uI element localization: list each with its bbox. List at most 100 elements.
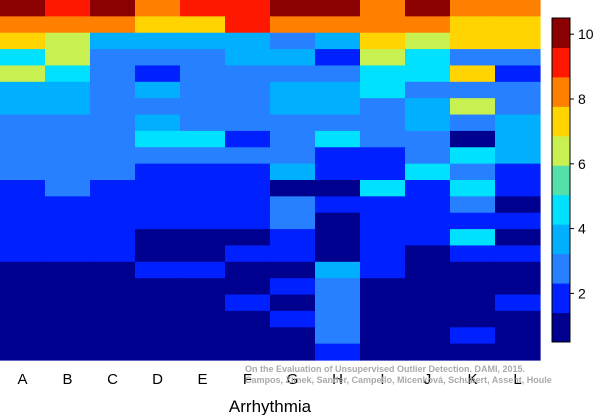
x-tick-label: H [332, 371, 343, 388]
heatmap-cell [270, 310, 316, 328]
colorbar-tick-label: 10 [578, 26, 594, 42]
heatmap-cell [270, 49, 316, 67]
heatmap-cell [0, 212, 46, 230]
heatmap-cell [360, 16, 406, 34]
heatmap-cell [225, 65, 271, 83]
heatmap-cell [450, 0, 496, 17]
heatmap-cell [450, 196, 496, 214]
heatmap-cell [0, 130, 46, 148]
heatmap-cell [315, 114, 361, 132]
heatmap-cell [315, 65, 361, 83]
colorbar-segment [552, 47, 570, 78]
heatmap-cell [405, 343, 451, 361]
x-tick-label: A [17, 371, 27, 388]
heatmap-cell [0, 196, 46, 214]
heatmap-cell [225, 147, 271, 165]
heatmap-cell [360, 114, 406, 132]
heatmap-cell [405, 0, 451, 17]
heatmap-cell [45, 98, 91, 116]
citation-line-1: On the Evaluation of Unsupervised Outlie… [245, 364, 525, 374]
heatmap-cell [360, 49, 406, 67]
heatmap-cell [225, 32, 271, 50]
heatmap-cell [135, 294, 181, 312]
heatmap-cell [225, 343, 271, 361]
heatmap-cell [225, 163, 271, 181]
heatmap-cell [360, 278, 406, 296]
heatmap-cell [360, 98, 406, 116]
heatmap-cell [315, 32, 361, 50]
heatmap-cell [360, 245, 406, 263]
heatmap-cell [45, 81, 91, 99]
heatmap-cell [0, 114, 46, 132]
heatmap-cell [0, 0, 46, 17]
heatmap-cell [0, 65, 46, 83]
heatmap-cell [135, 196, 181, 214]
heatmap-cell [270, 212, 316, 230]
heatmap-cell [315, 327, 361, 345]
heatmap-cell [495, 130, 541, 148]
heatmap-cell [360, 32, 406, 50]
heatmap-cell [45, 32, 91, 50]
heatmap-cell [90, 212, 136, 230]
x-tick-label: C [107, 371, 118, 388]
heatmap-cell [405, 294, 451, 312]
heatmap-cell [405, 278, 451, 296]
x-tick-labels: A B C D E F G H I J K L [17, 371, 521, 388]
heatmap-cell [0, 32, 46, 50]
heatmap-cell [360, 294, 406, 312]
heatmap-cell [270, 196, 316, 214]
heatmap-cell [180, 81, 226, 99]
heatmap-cell [360, 180, 406, 197]
x-tick-label: F [243, 371, 252, 388]
heatmap-cell [450, 163, 496, 181]
heatmap-cell [180, 343, 226, 361]
heatmap-cell [270, 294, 316, 312]
heatmap-cell [315, 0, 361, 17]
heatmap-cell [180, 245, 226, 263]
heatmap-cell [135, 278, 181, 296]
heatmap-cell [315, 130, 361, 148]
heatmap-cell [495, 147, 541, 165]
colorbar-segment [552, 18, 570, 48]
heatmap-cell [495, 343, 541, 361]
heatmap-cell [270, 81, 316, 99]
heatmap-cell [270, 327, 316, 345]
heatmap-cell [0, 163, 46, 181]
colorbar-segment [552, 312, 570, 343]
heatmap-cell [450, 147, 496, 165]
heatmap-cell [225, 130, 271, 148]
x-tick-label: G [287, 371, 299, 388]
heatmap-cell [450, 98, 496, 116]
heatmap-cell [360, 343, 406, 361]
heatmap-cell [495, 0, 541, 17]
heatmap-cell [405, 81, 451, 99]
heatmap-cell [405, 212, 451, 230]
heatmap-cell [360, 147, 406, 165]
heatmap-cell [90, 245, 136, 263]
heatmap-cell [360, 81, 406, 99]
heatmap-cell [180, 98, 226, 116]
heatmap-cell [450, 49, 496, 67]
heatmap-cell [180, 196, 226, 214]
heatmap-cell [495, 245, 541, 263]
heatmap-cell [315, 163, 361, 181]
heatmap-cell [180, 114, 226, 132]
heatmap-cell [495, 261, 541, 279]
heatmap-cell [405, 32, 451, 50]
heatmap-cell [0, 261, 46, 279]
heatmap-cell [135, 163, 181, 181]
heatmap-cell [90, 327, 136, 345]
heatmap-cell [225, 261, 271, 279]
heatmap-cell [405, 163, 451, 181]
heatmap-cell [315, 180, 361, 197]
heatmap-cell [360, 0, 406, 17]
heatmap-cell [450, 130, 496, 148]
heatmap-cell [450, 65, 496, 83]
heatmap-cell [450, 180, 496, 197]
heatmap-cell [45, 65, 91, 83]
heatmap-cell [450, 278, 496, 296]
heatmap-cell [360, 65, 406, 83]
heatmap-cell [90, 130, 136, 148]
